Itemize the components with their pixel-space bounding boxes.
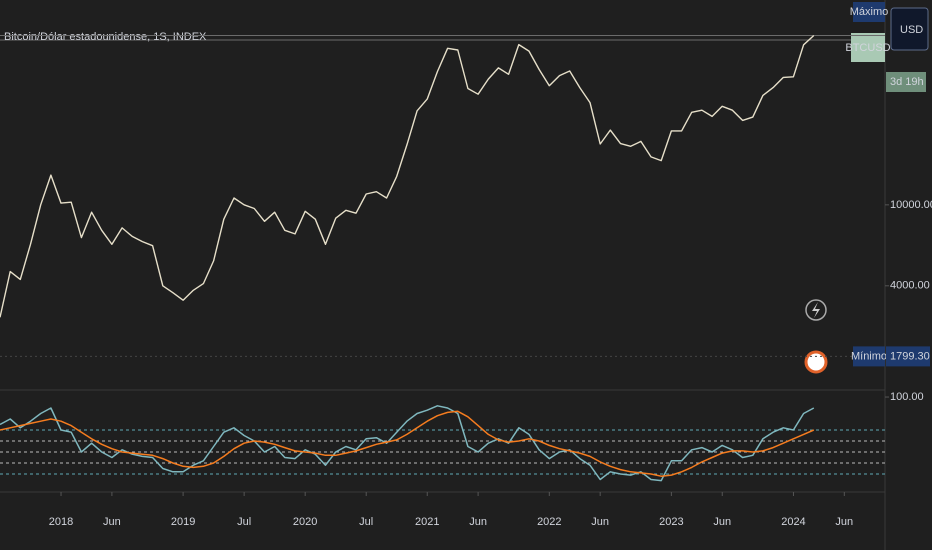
x-tick-label: Jun: [469, 516, 487, 528]
symbol-label: BTCUSD: [845, 42, 890, 54]
y-tick-label: 10000.00: [890, 199, 932, 211]
flash-glyph: [812, 302, 820, 318]
min-value: 1799.30: [890, 350, 930, 362]
y-tick-label: 4000.00: [890, 280, 930, 292]
min-value-badge: [886, 346, 930, 367]
series-line: [0, 405, 815, 482]
x-tick-label: Jul: [237, 516, 251, 528]
x-tick-label: 2022: [537, 516, 561, 528]
currency-label[interactable]: USD: [900, 24, 923, 36]
min-label: Mínimo: [851, 350, 887, 362]
countdown-badge: [886, 72, 926, 92]
x-tick-label: Jun: [103, 516, 121, 528]
x-tick-label: Jul: [359, 516, 373, 528]
x-tick-label: Jun: [713, 516, 731, 528]
x-tick-label: 2024: [781, 516, 805, 528]
max-label: Máximo: [850, 6, 889, 18]
event-icon[interactable]: [804, 350, 828, 374]
countdown: 3d 19h: [890, 76, 924, 88]
symbol-badge: [851, 33, 885, 62]
x-tick-label: 2019: [171, 516, 195, 528]
min-badge: [853, 346, 885, 367]
chart-title: Bitcoin/Dólar estadounidense, 1S, INDEX: [4, 31, 207, 43]
y-tick-label: 100.00: [890, 391, 924, 403]
x-tick-label: 2018: [49, 516, 73, 528]
max-badge: [853, 2, 885, 22]
x-tick-label: 2023: [659, 516, 683, 528]
x-tick-label: 2021: [415, 516, 439, 528]
x-tick-label: Jun: [835, 516, 853, 528]
currency-button[interactable]: [890, 7, 929, 51]
flash-icon[interactable]: [805, 299, 827, 321]
series-line: [0, 34, 815, 318]
series-line: [0, 410, 815, 477]
x-tick-label: 2020: [293, 516, 317, 528]
x-tick-label: Jun: [591, 516, 609, 528]
